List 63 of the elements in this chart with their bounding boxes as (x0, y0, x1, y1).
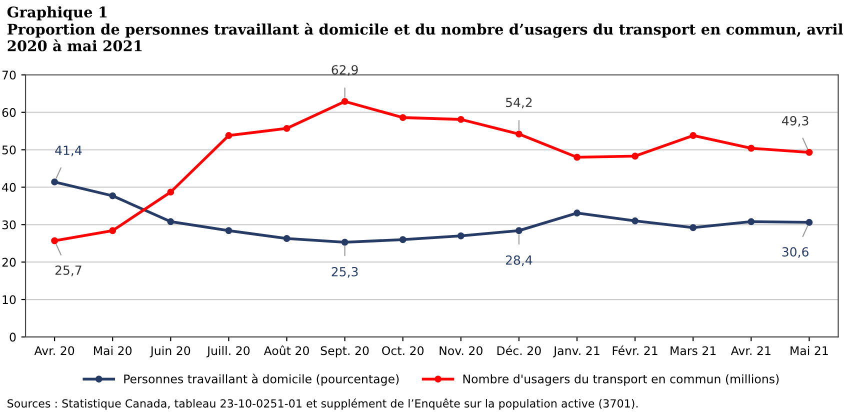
y-tick-label: 10 (2, 295, 16, 304)
x-tick-label: Oct. 20 (382, 346, 424, 356)
point (806, 218, 813, 226)
chart-subtitle: Proportion de personnes travaillant à domicile et du nombre d’usagers du transport en commun, avril 2020 à mai 2021 (7, 22, 843, 52)
data-label: 25,7 (55, 265, 82, 276)
point (225, 132, 232, 140)
point (806, 148, 813, 156)
x-tick-label: Juin 20 (150, 346, 190, 358)
point (632, 152, 639, 160)
point (632, 217, 639, 224)
point (457, 116, 464, 123)
x-tick-label: Août 20 (264, 346, 309, 356)
point (515, 130, 522, 138)
point (341, 238, 348, 246)
data-label: 49,3 (782, 116, 808, 127)
x-tick-label: Juill. 20 (206, 346, 250, 358)
point (748, 218, 755, 226)
source-note: Sources : Statistique Canada, tableau 23-10-0251-01 et supplément de l’Enquête sur la population active (3701). (8, 398, 638, 410)
point (51, 178, 58, 186)
x-tick-label: Mai 21 (790, 346, 828, 356)
point (574, 210, 580, 217)
x-tick-label: Févr. 21 (612, 346, 658, 356)
point (225, 227, 232, 234)
y-tick-label: 50 (2, 145, 16, 154)
x-tick-label: Nov. 20 (440, 346, 482, 356)
legend-label: Personnes travaillant à domicile (pourcentage) (124, 374, 399, 386)
point (399, 236, 406, 244)
x-tick-label: Sept. 20 (320, 346, 369, 358)
y-tick-label: 40 (2, 182, 16, 192)
x-tick-label: Mai 20 (94, 346, 132, 356)
y-tick-label: 70 (2, 70, 16, 80)
point (109, 192, 116, 200)
point (515, 227, 522, 234)
x-tick-label: Déc. 20 (497, 346, 541, 356)
x-tick-label: Mars 21 (670, 346, 716, 356)
point (574, 154, 580, 161)
point (748, 144, 755, 152)
y-tick-label: 20 (2, 258, 16, 267)
point (283, 235, 290, 242)
x-tick-label: Avr. 21 (730, 346, 770, 355)
point (283, 124, 290, 132)
data-label: 25,3 (332, 266, 358, 278)
y-tick-label: 0 (10, 332, 16, 342)
point (167, 218, 174, 226)
chart-title: Graphique 1 (7, 6, 107, 20)
data-label: 54,2 (506, 98, 532, 108)
data-label: 28,4 (506, 255, 532, 266)
point (341, 98, 348, 105)
point (167, 188, 174, 196)
y-tick-label: 30 (2, 220, 16, 230)
point (690, 224, 697, 232)
point (51, 237, 58, 244)
x-tick-label: Avr. 20 (34, 346, 74, 356)
x-tick-label: Janv. 21 (553, 346, 600, 358)
point (690, 132, 697, 140)
data-label: 62,9 (332, 65, 358, 76)
point (109, 227, 116, 234)
y-tick-label: 60 (2, 108, 16, 117)
data-label: 30,6 (782, 247, 808, 258)
point (457, 232, 464, 240)
legend-label: Nombre d'usagers du transport en commun (millions) (463, 374, 779, 386)
point (399, 114, 406, 122)
data-label: 41,4 (55, 146, 82, 156)
